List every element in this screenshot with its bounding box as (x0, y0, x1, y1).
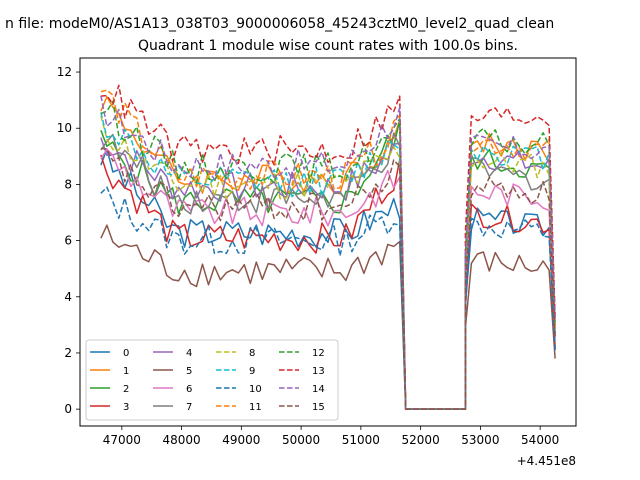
x-tick-label: 48000 (162, 433, 200, 447)
x-tick-label: 47000 (103, 433, 141, 447)
legend-entry-7: 7 (153, 402, 192, 413)
y-tick-label: 10 (57, 121, 72, 135)
series-line-15 (100, 147, 556, 410)
legend-label: 2 (123, 384, 129, 395)
legend-entry-4: 4 (153, 348, 192, 359)
legend-label: 14 (312, 384, 325, 395)
series-line-0 (100, 148, 556, 410)
legend-entry-0: 0 (90, 348, 129, 359)
series-layer (100, 84, 556, 410)
legend-label: 7 (186, 402, 192, 413)
series-line-3 (100, 154, 556, 410)
figure-suptitle: n file: modeM0/AS1A13_038T03_9000006058_… (5, 16, 554, 32)
x-tick-label: 51000 (342, 433, 380, 447)
legend-entry-9: 9 (216, 366, 255, 377)
legend-entry-1: 1 (90, 366, 129, 377)
series-line-10 (100, 186, 556, 410)
legend-label: 5 (186, 366, 192, 377)
y-tick-label: 2 (64, 346, 72, 360)
y-tick-label: 8 (64, 177, 72, 191)
legend-entry-2: 2 (90, 384, 129, 395)
legend-label: 8 (249, 348, 255, 359)
series-line-2 (100, 119, 556, 410)
y-axis: 0 2 4 6 8 10 12 (57, 65, 80, 416)
x-axis: 47000 48000 49000 50000 51000 52000 53000 54000 (103, 426, 559, 447)
x-tick-label: 50000 (282, 433, 320, 447)
legend-label: 1 (123, 366, 129, 377)
y-tick-label: 0 (64, 402, 72, 416)
legend-entry-14: 14 (279, 384, 325, 395)
y-tick-label: 4 (64, 290, 72, 304)
y-tick-label: 12 (57, 65, 72, 79)
series-line-11 (100, 89, 556, 410)
x-tick-label: 54000 (521, 433, 559, 447)
x-tick-label: 53000 (461, 433, 499, 447)
legend-frame (85, 339, 339, 421)
legend-label: 11 (249, 402, 262, 413)
legend-entry-8: 8 (216, 348, 255, 359)
x-axis-offset-label: +4.451e8 (517, 454, 576, 468)
legend-entry-5: 5 (153, 366, 192, 377)
legend-label: 15 (312, 402, 325, 413)
legend-label: 12 (312, 348, 325, 359)
legend-label: 10 (249, 384, 262, 395)
legend-entry-10: 10 (216, 384, 262, 395)
legend-entry-3: 3 (90, 402, 129, 413)
series-line-9 (100, 112, 556, 410)
legend-entry-11: 11 (216, 402, 262, 413)
legend-entry-15: 15 (279, 402, 325, 413)
legend-label: 0 (123, 348, 129, 359)
legend-entry-12: 12 (279, 348, 325, 359)
legend-label: 6 (186, 384, 192, 395)
legend-label: 4 (186, 348, 192, 359)
legend-entry-6: 6 (153, 384, 192, 395)
series-line-12 (100, 100, 556, 410)
x-tick-label: 52000 (402, 433, 440, 447)
y-tick-label: 6 (64, 234, 72, 248)
legend-label: 3 (123, 402, 129, 413)
chart-title: Quadrant 1 module wise count rates with … (138, 38, 518, 54)
legend-label: 13 (312, 366, 325, 377)
legend-label: 9 (249, 366, 255, 377)
series-line-14 (100, 95, 556, 410)
x-tick-label: 49000 (222, 433, 260, 447)
axes-frame (79, 57, 577, 427)
series-line-6 (100, 148, 556, 410)
legend-entry-13: 13 (279, 366, 325, 377)
series-line-5 (100, 224, 556, 410)
